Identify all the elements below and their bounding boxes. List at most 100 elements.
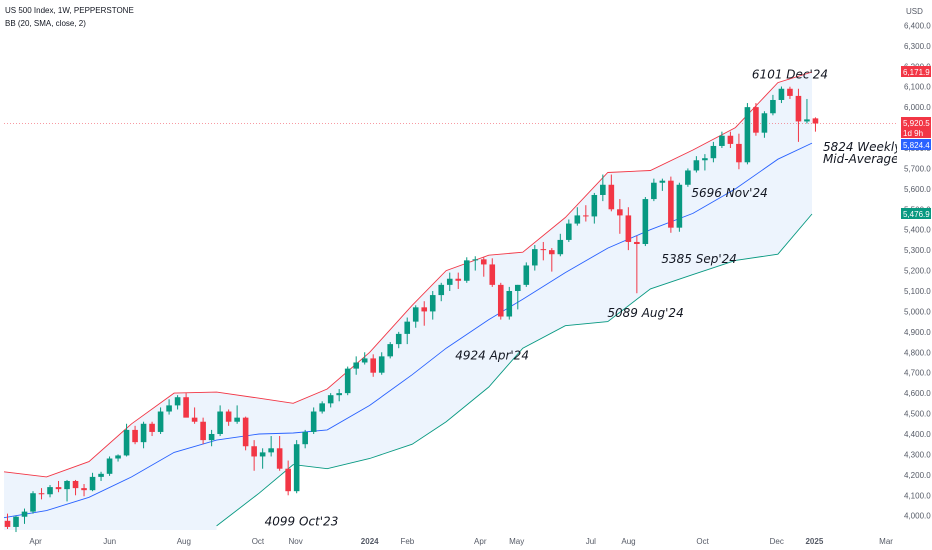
y-tick-label: 4,800.0 xyxy=(904,348,931,357)
candle-body xyxy=(455,278,462,281)
candle-body xyxy=(812,118,819,124)
candle-body xyxy=(378,356,385,373)
candle-body xyxy=(591,194,598,217)
candle-body xyxy=(702,158,708,161)
candle xyxy=(574,207,581,226)
candle xyxy=(429,290,436,320)
candle-body xyxy=(4,520,11,527)
candle-body xyxy=(319,403,325,412)
candle-body xyxy=(727,135,734,144)
price-tag-bg xyxy=(901,208,931,219)
price-axis-bg xyxy=(897,0,932,550)
candle-body xyxy=(753,107,759,133)
indicator-legend[interactable]: BB (20, SMA, close, 2) xyxy=(5,19,86,28)
candle-body xyxy=(395,333,402,345)
candle xyxy=(132,425,138,445)
annotation-label: Mid-Average xyxy=(823,152,899,166)
candle xyxy=(583,205,589,222)
price-tag: 5,920.5 xyxy=(901,117,931,128)
candle-body xyxy=(200,421,206,441)
candle xyxy=(702,154,708,171)
candle-body xyxy=(736,143,742,163)
candle-body xyxy=(285,468,291,492)
candle-body xyxy=(251,446,257,457)
candle xyxy=(157,407,164,434)
candle xyxy=(30,491,36,514)
candle xyxy=(804,98,810,124)
candle-body xyxy=(259,452,266,457)
candle-body xyxy=(234,417,240,422)
candle-body xyxy=(361,358,368,363)
candle xyxy=(608,174,615,212)
time-axis[interactable]: Apr Jun Aug Oct Nov 2024 Feb Apr May Jul Aug Oct Dec… xyxy=(29,537,893,546)
y-tick-label: 5,300.0 xyxy=(904,246,931,255)
candle xyxy=(761,111,768,138)
price-tag-bg xyxy=(901,66,931,77)
candle-body xyxy=(480,259,487,265)
candle xyxy=(225,409,232,426)
candle xyxy=(446,272,453,291)
price-tag: 1d 9h xyxy=(901,127,931,138)
candle xyxy=(463,257,470,283)
candle xyxy=(259,448,266,469)
candle xyxy=(531,245,538,271)
price-tag: 5,476.9 xyxy=(901,208,931,219)
price-axis[interactable]: USD6,400.06,300.06,200.06,100.06,000.05,… xyxy=(897,0,932,550)
candle-body xyxy=(344,368,351,394)
x-tick-label: Mar xyxy=(879,537,893,546)
candle xyxy=(293,440,300,494)
candle xyxy=(208,429,215,447)
candle xyxy=(472,256,479,271)
candle xyxy=(242,416,249,451)
candle xyxy=(166,399,172,415)
candles xyxy=(4,86,819,533)
y-tick-label: 5,100.0 xyxy=(904,287,931,296)
candle-body xyxy=(387,344,394,357)
candle xyxy=(149,421,155,437)
candle-body xyxy=(302,431,308,445)
y-tick-label: 6,400.0 xyxy=(904,21,931,30)
candle-body xyxy=(217,411,223,434)
candle xyxy=(710,141,717,163)
candle-body xyxy=(795,95,802,122)
candle-body xyxy=(429,295,436,312)
candle-body xyxy=(132,429,138,443)
y-tick-label: 5,700.0 xyxy=(904,164,931,173)
candle-body xyxy=(778,88,785,100)
candle-body xyxy=(89,476,96,491)
candle xyxy=(480,257,487,277)
price-tag-label: 5,920.5 xyxy=(903,119,930,128)
candle-body xyxy=(651,182,657,200)
y-tick-label: 4,300.0 xyxy=(904,450,931,459)
candle-body xyxy=(327,395,334,404)
candle-body xyxy=(13,516,19,527)
x-tick-label: Feb xyxy=(400,537,414,546)
candle-body xyxy=(744,107,751,163)
candle xyxy=(353,356,359,375)
candle-body xyxy=(531,249,538,266)
candle xyxy=(370,354,377,377)
x-tick-label: Aug xyxy=(177,537,191,546)
candle-body xyxy=(497,284,504,317)
candle-body xyxy=(47,487,53,495)
candle-body xyxy=(710,145,717,159)
candle xyxy=(251,440,257,471)
candle-body xyxy=(574,215,581,224)
candle xyxy=(319,401,325,414)
lower-band-line xyxy=(216,213,813,527)
candle xyxy=(719,131,725,148)
candle xyxy=(668,176,674,233)
candle-body xyxy=(770,99,776,114)
y-tick-label: 4,100.0 xyxy=(904,491,931,500)
y-tick-label: 5,200.0 xyxy=(904,267,931,276)
price-tag-label: 6,171.9 xyxy=(903,68,930,77)
candle xyxy=(115,454,121,462)
candle xyxy=(514,284,521,310)
candle xyxy=(557,233,564,257)
price-tags: 6,171.9 5,920.51d 9h 5,824.4 5,476.9 xyxy=(901,66,931,219)
candle-body xyxy=(642,199,649,245)
candle xyxy=(778,86,785,104)
candle xyxy=(21,508,28,524)
